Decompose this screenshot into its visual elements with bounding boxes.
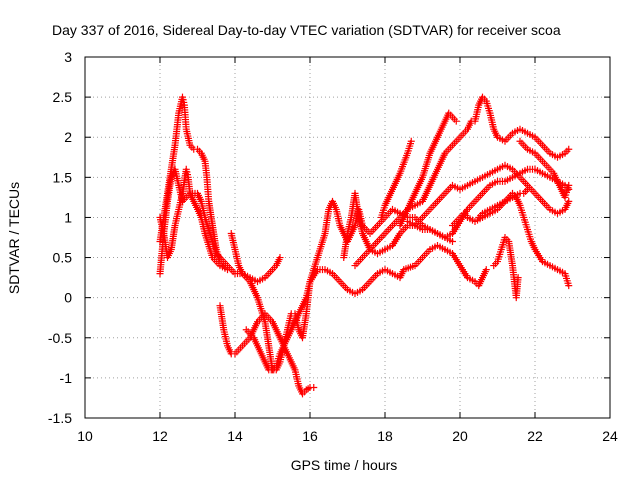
axis-ticks: 10 12 14 16 18 20 22 24 -1.5 -1 -0.5 0 0.5 1 1.5 2 2.5 3 bbox=[48, 49, 618, 444]
x-tick-label: 12 bbox=[152, 428, 168, 444]
chart-title: Day 337 of 2016, Sidereal Day-to-day VTE… bbox=[52, 22, 561, 38]
series-track-3 bbox=[156, 165, 231, 274]
series-track-7 bbox=[340, 161, 573, 262]
plot-frame bbox=[84, 56, 611, 419]
y-tick-label: -0.5 bbox=[48, 330, 72, 346]
x-tick-label: 18 bbox=[377, 428, 393, 444]
plus-markers bbox=[340, 161, 573, 262]
y-tick-label: 2 bbox=[64, 129, 72, 145]
x-tick-label: 14 bbox=[227, 428, 243, 444]
plus-markers bbox=[242, 197, 456, 374]
series-track-6 bbox=[242, 197, 456, 374]
plus-markers bbox=[471, 93, 573, 161]
data-points bbox=[156, 93, 573, 398]
plus-markers bbox=[490, 234, 522, 302]
plus-markers bbox=[396, 109, 460, 229]
series-track-2 bbox=[156, 93, 228, 270]
y-tick-label: 3 bbox=[64, 49, 72, 65]
y-tick-label: 0 bbox=[64, 290, 72, 306]
series-track-10 bbox=[377, 137, 415, 221]
y-tick-label: 1.5 bbox=[53, 169, 73, 185]
series-track-16 bbox=[490, 234, 522, 302]
plus-markers bbox=[449, 189, 573, 290]
plus-markers bbox=[516, 137, 573, 201]
x-tick-label: 20 bbox=[452, 428, 468, 444]
y-tick-label: 1 bbox=[64, 209, 72, 225]
plus-markers bbox=[377, 137, 415, 221]
plus-markers bbox=[156, 93, 228, 270]
series-track-14 bbox=[471, 93, 573, 161]
y-tick-label: -1 bbox=[60, 370, 73, 386]
x-tick-label: 10 bbox=[77, 428, 93, 444]
series-track-15 bbox=[516, 137, 573, 201]
x-axis-label: GPS time / hours bbox=[291, 457, 398, 473]
y-tick-label: 2.5 bbox=[53, 89, 73, 105]
x-tick-label: 24 bbox=[602, 428, 618, 444]
series-track-13 bbox=[449, 189, 573, 290]
y-axis-label: SDTVAR / TECUs bbox=[6, 182, 22, 294]
y-tick-label: 0.5 bbox=[53, 250, 73, 266]
x-tick-label: 16 bbox=[302, 428, 318, 444]
series-track-9 bbox=[396, 109, 460, 229]
plus-markers bbox=[156, 165, 231, 274]
x-tick-label: 22 bbox=[527, 428, 543, 444]
y-tick-label: -1.5 bbox=[48, 410, 72, 426]
